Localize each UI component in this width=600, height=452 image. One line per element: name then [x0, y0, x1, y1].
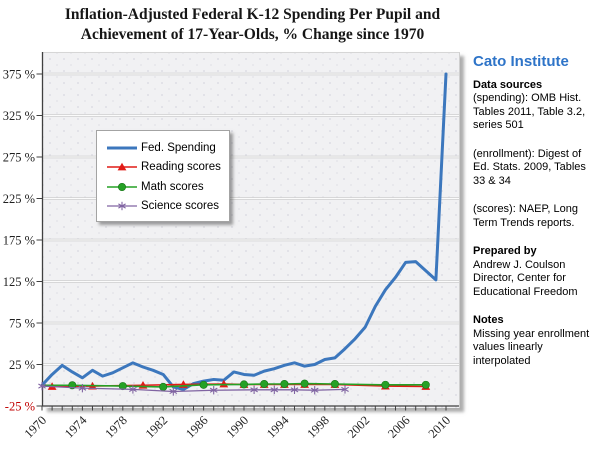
legend-item-reading-scores: Reading scores — [105, 158, 223, 178]
x-tick-label: 2010 — [426, 413, 454, 441]
sidebar-paragraph-notes: Missing year enrollment values linearly … — [473, 327, 590, 367]
y-tick-label: 75 % — [9, 316, 35, 330]
legend-sample-fed-spending — [107, 146, 137, 150]
y-axis-ticks-and-labels: -25 % 25 % 75 % 125 % 175 % 225 % 275 % 325 % 37… — [3, 67, 43, 413]
legend: Fed. Spending Reading scores Math scores… — [96, 130, 230, 222]
y-tick-label: 375 % — [3, 67, 35, 81]
sidebar-heading-prepared-by: Prepared by — [473, 245, 537, 257]
legend-label-reading-scores: Reading scores — [141, 161, 221, 174]
y-tick-label: 175 % — [3, 233, 35, 247]
x-tick-label: 1970 — [22, 413, 50, 441]
y-tick-label: 225 % — [3, 192, 35, 206]
plot-area — [43, 52, 460, 408]
sidebar-paragraph-spending: (spending): OMB Hist. Tables 2011, Table… — [473, 92, 586, 131]
sidebar: Cato Institute Data sources (spending): … — [473, 53, 600, 368]
x-tick-label: 2006 — [385, 413, 413, 441]
series-math-scores-line — [41, 382, 427, 388]
axes — [41, 52, 459, 407]
x-axis-ticks-and-labels: 1970 1974 1978 1982 1986 1990 1994 1998 2002 2006… — [22, 406, 454, 441]
legend-sample-reading-scores — [107, 163, 137, 171]
sidebar-heading-data-sources: Data sources — [473, 78, 543, 91]
sidebar-paragraph-author-title: Director, Center for Educational Freedom — [473, 272, 578, 298]
x-tick-label: 1982 — [143, 413, 171, 441]
sidebar-title: Cato Institute — [473, 53, 569, 70]
x-tick-label: 2002 — [345, 413, 373, 441]
series-fed-spending-line — [40, 72, 448, 391]
y-tick-label: 25 % — [9, 358, 35, 372]
y-tick-label: 325 % — [3, 109, 35, 123]
legend-label-science-scores: Science scores — [141, 200, 219, 213]
x-tick-label: 1986 — [183, 413, 211, 441]
chart-title-line2: Achievement of 17-Year-Olds, % Change si… — [80, 25, 425, 43]
y-tick-label: 125 % — [3, 275, 35, 289]
sidebar-heading-notes: Notes — [473, 314, 504, 326]
chart-title-line1: Inflation-Adjusted Federal K-12 Spending… — [64, 6, 441, 23]
legend-item-math-scores: Math scores — [105, 177, 223, 197]
legend-sample-math-scores — [107, 182, 137, 191]
sidebar-paragraph-scores: (scores): NAEP, Long Term Trends reports… — [473, 203, 578, 229]
gridlines — [43, 72, 459, 366]
sidebar-paragraph-author: Andrew J. Coulson — [473, 258, 566, 271]
legend-label-fed-spending: Fed. Spending — [141, 141, 216, 154]
y-tick-label: -25 % — [5, 399, 35, 413]
x-tick-label: 1994 — [264, 413, 292, 441]
chart-title: Inflation-Adjusted Federal K-12 Spending… — [0, 5, 505, 44]
series-science-scores-markers — [38, 381, 349, 396]
x-tick-label: 1998 — [304, 413, 332, 441]
legend-sample-science-scores — [107, 202, 137, 211]
x-tick-label: 1974 — [62, 413, 90, 441]
series-science-scores-line — [41, 385, 346, 393]
sidebar-paragraph-enrollment: (enrollment): Digest of Ed. Stats. 2009,… — [473, 147, 586, 187]
x-tick-label: 1978 — [102, 413, 130, 441]
legend-label-math-scores: Math scores — [141, 180, 204, 193]
legend-item-fed-spending: Fed. Spending — [105, 138, 223, 158]
x-tick-label: 1990 — [224, 413, 252, 441]
y-tick-label: 275 % — [3, 150, 35, 164]
legend-item-science-scores: Science scores — [105, 197, 223, 217]
